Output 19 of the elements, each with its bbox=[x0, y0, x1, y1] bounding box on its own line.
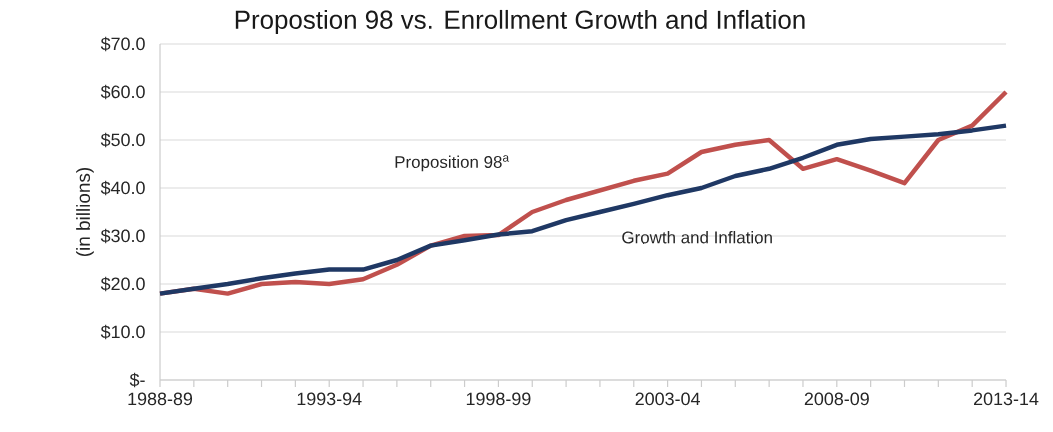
x-tick-label: 2013-14 bbox=[974, 392, 1039, 406]
y-tick-label: $50.0 bbox=[100, 132, 145, 148]
y-tick-label: $60.0 bbox=[100, 84, 145, 100]
y-tick-label: $- bbox=[129, 372, 145, 388]
line-series bbox=[157, 123, 1009, 296]
series-label: Growth and Inflation bbox=[622, 230, 772, 244]
y-axis-title: (in billions) bbox=[76, 167, 94, 257]
x-tick-label: 1988-89 bbox=[128, 392, 193, 406]
y-tick-label: $10.0 bbox=[100, 324, 145, 340]
x-tick-label: 1998-99 bbox=[466, 392, 531, 406]
x-tick-label: 2008-09 bbox=[804, 392, 869, 406]
y-tick-label: $20.0 bbox=[100, 276, 145, 292]
y-tick-label: $30.0 bbox=[100, 228, 145, 244]
y-tick-label: $40.0 bbox=[100, 180, 145, 196]
y-tick-label: $70.0 bbox=[100, 36, 145, 52]
x-tick-label: 2003-04 bbox=[635, 392, 700, 406]
chart-title: Propostion 98 vs. Enrollment Growth and Inflation bbox=[235, 9, 805, 35]
text: Proposition 98$^{a}$ bbox=[395, 155, 510, 172]
x-tick-label: 1993-94 bbox=[297, 392, 362, 406]
